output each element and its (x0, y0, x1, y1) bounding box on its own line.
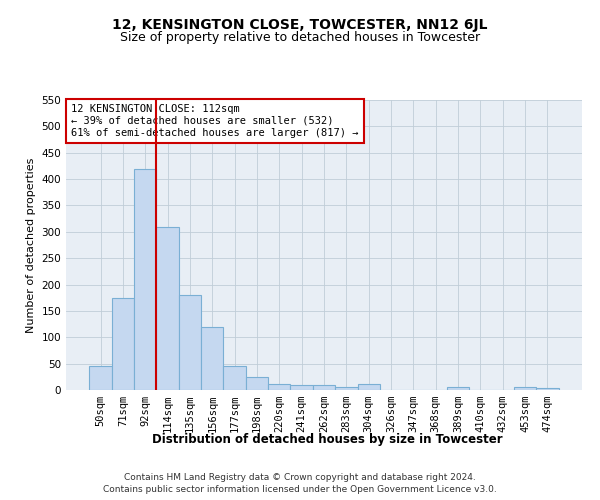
Bar (268, 384, 290, 390)
Text: Contains public sector information licensed under the Open Government Licence v3: Contains public sector information licen… (103, 485, 497, 494)
Bar (246, 377, 268, 390)
Bar (536, 388, 559, 390)
Bar (290, 384, 313, 390)
Bar (179, 295, 201, 390)
Bar (89, 366, 112, 390)
Bar (134, 168, 157, 390)
Text: 12, KENSINGTON CLOSE, TOWCESTER, NN12 6JL: 12, KENSINGTON CLOSE, TOWCESTER, NN12 6J… (112, 18, 488, 32)
Bar (223, 366, 246, 390)
Y-axis label: Number of detached properties: Number of detached properties (26, 158, 36, 332)
Text: Size of property relative to detached houses in Towcester: Size of property relative to detached ho… (120, 31, 480, 44)
Text: Distribution of detached houses by size in Towcester: Distribution of detached houses by size … (152, 432, 502, 446)
Bar (358, 384, 380, 390)
Bar (447, 388, 469, 390)
Text: 12 KENSINGTON CLOSE: 112sqm
← 39% of detached houses are smaller (532)
61% of se: 12 KENSINGTON CLOSE: 112sqm ← 39% of det… (71, 104, 359, 138)
Bar (201, 326, 223, 390)
Bar (112, 298, 134, 390)
Text: Contains HM Land Registry data © Crown copyright and database right 2024.: Contains HM Land Registry data © Crown c… (124, 472, 476, 482)
Bar (157, 226, 179, 390)
Bar (514, 388, 536, 390)
Bar (335, 388, 358, 390)
Bar (313, 384, 335, 390)
